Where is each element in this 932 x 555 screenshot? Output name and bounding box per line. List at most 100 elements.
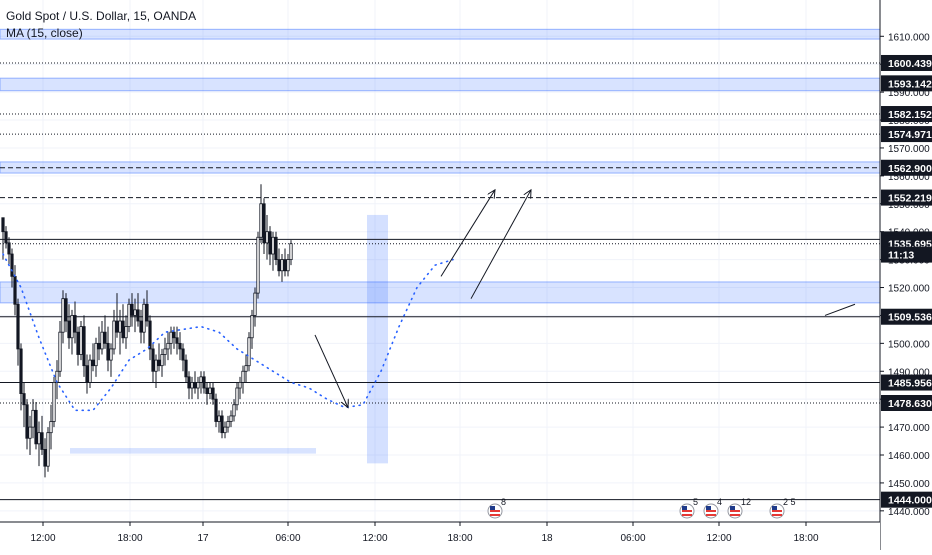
candle-body bbox=[148, 320, 152, 350]
candle-body bbox=[112, 320, 116, 350]
candle-body bbox=[46, 432, 50, 467]
price-label-box bbox=[881, 54, 932, 71]
candle-body bbox=[244, 365, 248, 372]
candle-body bbox=[16, 303, 20, 350]
candle-body bbox=[235, 387, 239, 406]
candle-body bbox=[94, 342, 98, 367]
time-tick-label: 06:00 bbox=[275, 533, 300, 544]
price-label-box bbox=[881, 374, 932, 391]
time-axis[interactable]: 12:00 18:00 17 06:00 12:00 18:00 18 06:00 12:00 1… bbox=[0, 521, 880, 550]
events[interactable]: 8 5 4 12 2 5 bbox=[487, 497, 796, 519]
candle-body bbox=[130, 303, 134, 316]
price-label-text: 1582.152 bbox=[888, 109, 932, 121]
price-tick-label: 1500.000 bbox=[888, 339, 930, 350]
time-tick-label: 17 bbox=[197, 533, 209, 544]
zones bbox=[0, 28, 881, 464]
event-count: 4 bbox=[717, 497, 722, 507]
candle-body bbox=[127, 303, 131, 327]
indicator-label: MA (15, close) bbox=[6, 26, 83, 40]
price-tick-label: 1570.000 bbox=[888, 144, 930, 155]
candle-body bbox=[82, 326, 86, 367]
candle-body bbox=[289, 243, 293, 261]
candle-body bbox=[79, 326, 83, 355]
trend-line bbox=[824, 303, 856, 316]
candle-body bbox=[283, 259, 287, 272]
candle-body bbox=[190, 382, 194, 389]
price-axis-bg bbox=[880, 0, 932, 550]
candle-body bbox=[268, 231, 272, 255]
candle-body bbox=[154, 359, 158, 372]
candle-body bbox=[28, 426, 32, 439]
price-label-text: 1444.000 bbox=[888, 495, 932, 507]
candle-body bbox=[4, 231, 8, 244]
candle-body bbox=[121, 320, 125, 339]
candle-body bbox=[172, 331, 176, 339]
price-label-text: 1600.439 bbox=[888, 58, 932, 70]
candle-body bbox=[85, 365, 89, 383]
candle-body bbox=[226, 421, 230, 428]
candle-body bbox=[205, 387, 209, 394]
candle-body bbox=[139, 320, 143, 333]
candle-body bbox=[181, 348, 185, 361]
candle-body bbox=[19, 348, 23, 394]
arrow-drawing bbox=[470, 190, 531, 299]
candle-body bbox=[208, 387, 212, 394]
horizontal-lines bbox=[0, 62, 880, 501]
candle-body bbox=[175, 337, 179, 344]
price-tick-label: 1610.000 bbox=[888, 32, 930, 43]
candle-body bbox=[223, 426, 227, 434]
candle-body bbox=[136, 309, 140, 322]
price-axis[interactable]: 1440.0001450.0001460.0001470.0001480.000… bbox=[879, 0, 932, 550]
candle-body bbox=[250, 315, 254, 339]
price-label-text: 11:13 bbox=[888, 250, 914, 262]
candle-body bbox=[157, 359, 161, 367]
candle-body bbox=[259, 203, 263, 238]
candle-body bbox=[52, 382, 56, 422]
candle-body bbox=[247, 337, 251, 367]
candle-body bbox=[256, 236, 260, 294]
event-flag-icon[interactable]: 8 bbox=[487, 497, 506, 519]
candle-body bbox=[286, 259, 290, 272]
candle-body bbox=[193, 382, 197, 389]
candle-body bbox=[103, 331, 107, 344]
drawings bbox=[314, 190, 856, 408]
candle-body bbox=[1, 217, 5, 233]
legend: Gold Spot / U.S. Dollar, 15, OANDA MA (1… bbox=[6, 8, 196, 42]
price-label-text: 1485.956 bbox=[888, 378, 932, 390]
zone-vertical bbox=[367, 214, 388, 464]
price-label-box bbox=[881, 126, 932, 143]
event-flag-icon[interactable]: 5 bbox=[679, 497, 698, 519]
event-flag-icon[interactable]: 4 bbox=[703, 497, 722, 519]
candle-body bbox=[13, 275, 17, 305]
price-label-box bbox=[881, 308, 932, 325]
event-flag-icon[interactable]: 2 5 bbox=[769, 497, 796, 519]
arrow-drawing bbox=[440, 190, 495, 277]
candle-body bbox=[199, 376, 203, 383]
price-label-box bbox=[881, 246, 932, 263]
candle-body bbox=[142, 303, 146, 333]
price-label-text: 1574.971 bbox=[888, 129, 932, 141]
price-tick-label: 1560.000 bbox=[888, 172, 930, 183]
price-tick-label: 1490.000 bbox=[888, 367, 930, 378]
price-tick-label: 1450.000 bbox=[888, 479, 930, 490]
time-tick-label: 18:00 bbox=[793, 533, 818, 544]
candle-body bbox=[184, 359, 188, 378]
candle-body bbox=[220, 415, 224, 434]
price-label-text: 1509.536 bbox=[888, 312, 932, 324]
price-label-text: 1593.142 bbox=[888, 78, 932, 90]
candle-body bbox=[238, 382, 242, 389]
candle-body bbox=[265, 231, 269, 244]
price-label-box bbox=[881, 395, 932, 412]
time-tick-label: 18 bbox=[541, 533, 553, 544]
candle-body bbox=[262, 203, 266, 244]
ma-series bbox=[2, 253, 454, 412]
event-flag-icon[interactable]: 12 bbox=[727, 497, 751, 519]
price-label-box bbox=[881, 106, 932, 123]
candle-body bbox=[106, 342, 110, 361]
candle-body bbox=[178, 342, 182, 350]
candle-body bbox=[10, 253, 14, 277]
candle-body bbox=[214, 398, 218, 422]
event-count: 12 bbox=[741, 497, 751, 507]
